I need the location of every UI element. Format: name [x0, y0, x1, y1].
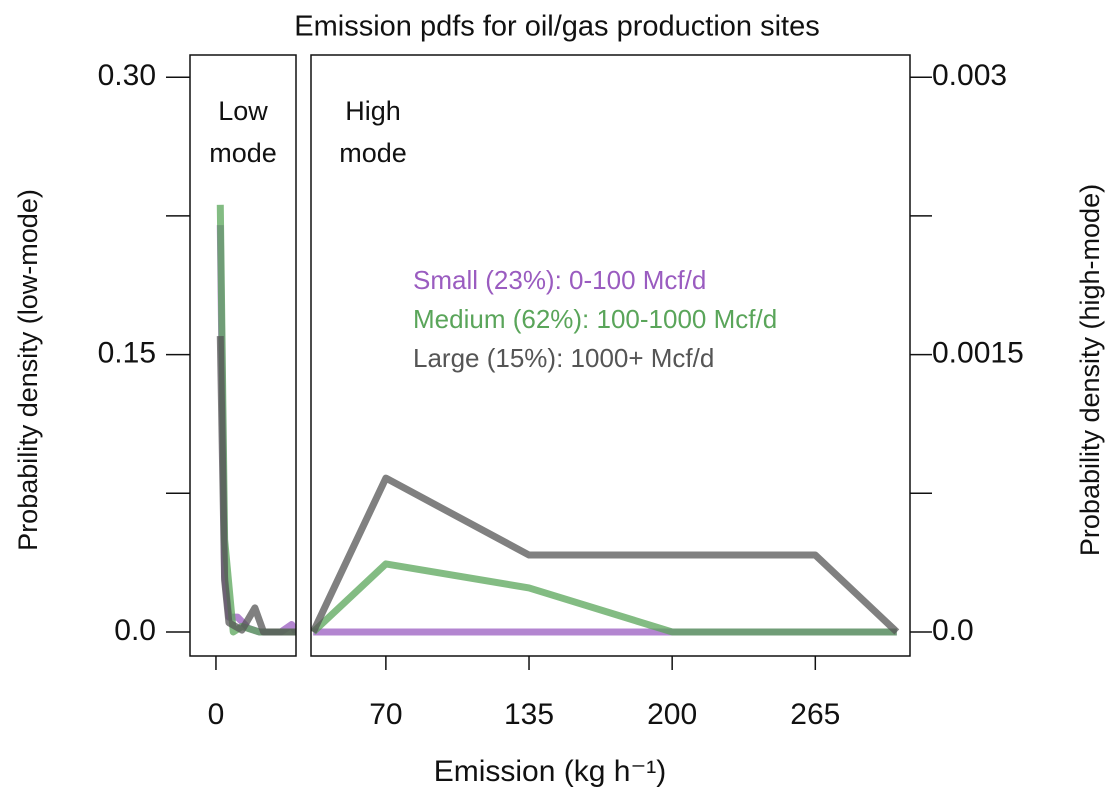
series-line: [216, 336, 296, 636]
x-tick-label: 135: [504, 698, 554, 731]
legend-entry: Large (15%): 1000+ Mcf/d: [413, 343, 714, 373]
panel-frame: [310, 54, 911, 657]
y-tick-label: 0.0: [114, 614, 156, 647]
plot-area: [311, 474, 900, 636]
x-tick-label: 265: [790, 698, 840, 731]
annotation: High: [345, 96, 401, 126]
y2-tick-label: 0.003: [932, 59, 1007, 92]
x-axis-label: Emission (kg h⁻¹): [434, 755, 667, 788]
y2-axis-label: Probability density (high-mode): [1075, 184, 1105, 556]
chart-title: Emission pdfs for oil/gas production sit…: [294, 11, 819, 43]
y2-tick-label: 0.0015: [932, 336, 1024, 369]
panel-frame: [189, 54, 297, 657]
y-axis-label: Probability density (low-mode): [13, 189, 43, 551]
legend-entry: Small (23%): 0-100 Mcf/d: [413, 265, 706, 295]
x-tick-label: 200: [647, 698, 697, 731]
x-tick-label: 70: [369, 698, 402, 731]
series-line: [216, 204, 296, 636]
legend-entry: Medium (62%): 100-1000 Mcf/d: [413, 304, 777, 334]
series-line: [311, 474, 900, 635]
annotation: mode: [339, 138, 407, 168]
annotation: Low: [218, 96, 268, 126]
series-line: [216, 225, 296, 636]
x-tick-label: 0: [208, 698, 225, 731]
y-tick-label: 0.15: [98, 336, 156, 369]
y-tick-label: 0.30: [98, 59, 156, 92]
y2-tick-label: 0.0: [932, 614, 974, 647]
plot-area: [216, 204, 296, 636]
series-line: [311, 560, 897, 636]
annotation: mode: [209, 138, 277, 168]
